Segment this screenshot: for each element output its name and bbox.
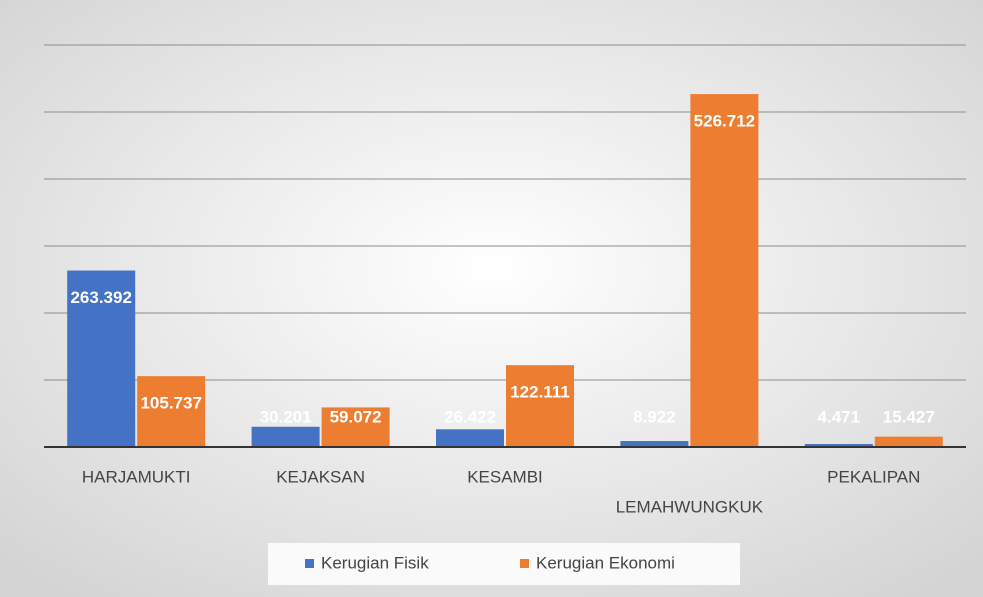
- data-label: 4.471: [818, 407, 861, 426]
- data-label: 59.072: [330, 407, 382, 426]
- data-label: 105.737: [140, 394, 201, 413]
- bar: [874, 436, 943, 447]
- bar: [690, 94, 759, 447]
- legend-label: Kerugian Fisik: [321, 553, 429, 572]
- x-tick-label: KEJAKSAN: [276, 467, 365, 486]
- x-tick-label: PEKALIPAN: [827, 467, 920, 486]
- data-label: 30.201: [260, 407, 312, 426]
- bar: [506, 365, 574, 447]
- data-label: 26.422: [444, 407, 496, 426]
- data-label: 122.111: [510, 383, 570, 402]
- data-label: 15.427: [883, 407, 935, 426]
- bar: [436, 429, 504, 447]
- legend-label: Kerugian Ekonomi: [536, 553, 675, 572]
- data-label: 526.712: [694, 112, 755, 131]
- x-tick-label: KESAMBI: [467, 467, 543, 486]
- legend-swatch: [305, 559, 314, 568]
- bar: [137, 376, 206, 447]
- legend-swatch: [520, 559, 529, 568]
- legend-box: [268, 543, 740, 585]
- x-tick-label: HARJAMUKTI: [82, 467, 191, 486]
- data-label: 8.922: [633, 407, 676, 426]
- bar: [620, 441, 689, 447]
- x-tick-label: LEMAHWUNGKUK: [616, 497, 764, 516]
- bar: [251, 426, 320, 447]
- bar: [321, 407, 390, 447]
- bar: [804, 444, 873, 447]
- bar: [67, 270, 136, 447]
- data-label: 263.392: [70, 288, 131, 307]
